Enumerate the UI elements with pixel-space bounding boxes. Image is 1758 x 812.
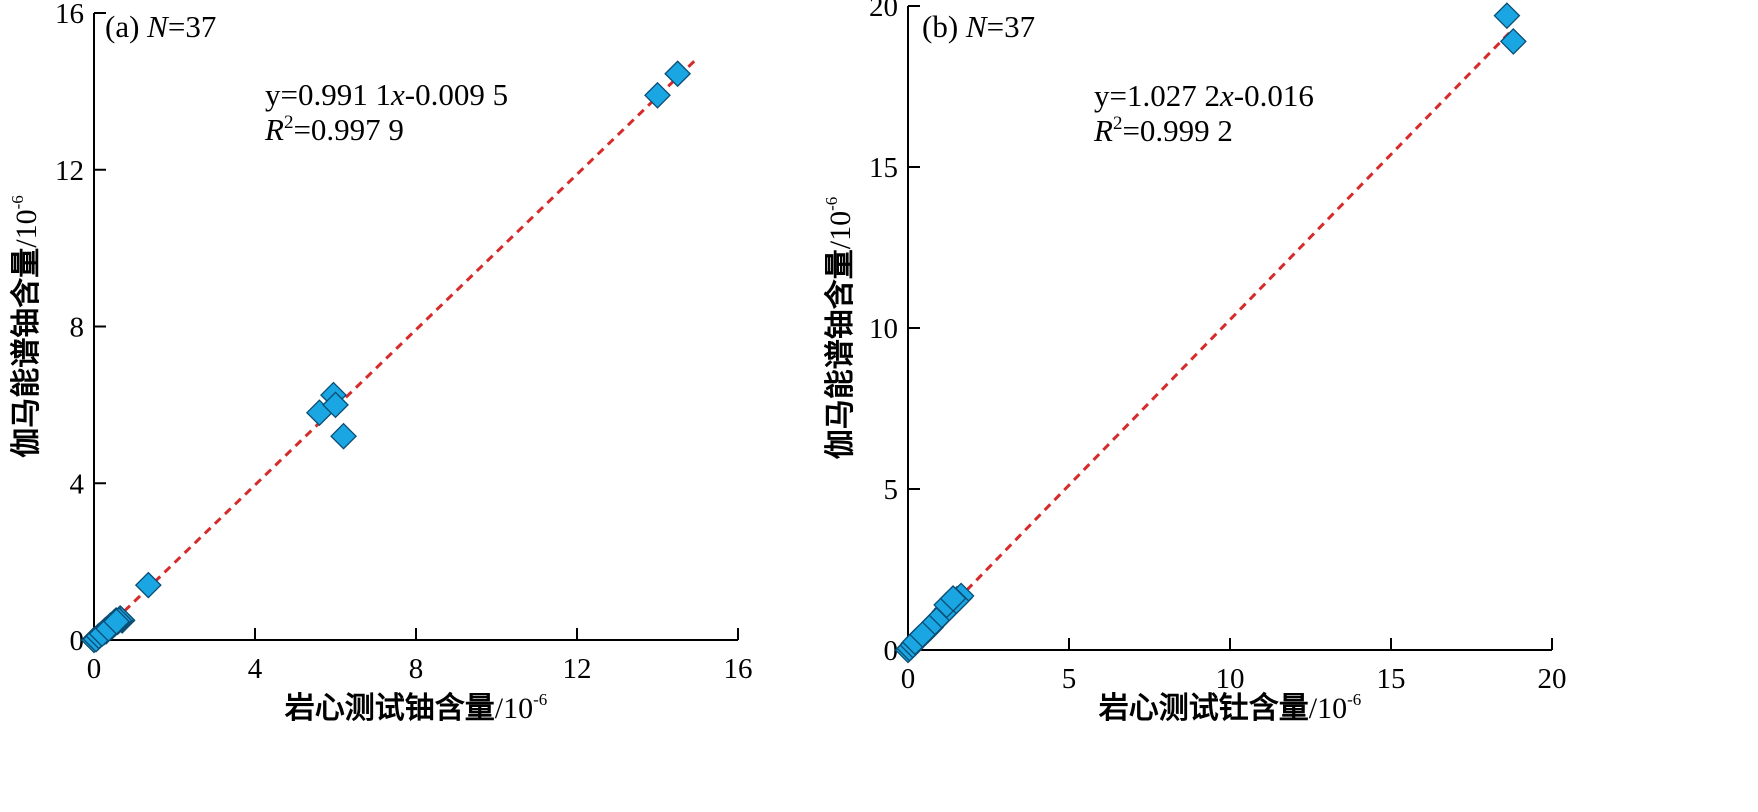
y-tick-label: 12 — [55, 155, 84, 187]
r-value: =0.999 2 — [1122, 113, 1232, 148]
y-tick-label: 5 — [884, 474, 899, 506]
panel-a: 0 4 8 12 16 0 4 8 12 16 (a) N=37 y=0.991 1x-0.009 5… — [8, 0, 753, 725]
x-axis-unit-exp: -6 — [533, 690, 547, 709]
data-point — [939, 585, 967, 612]
r-symbol: R — [264, 112, 284, 147]
n-value: =37 — [987, 9, 1035, 44]
y-axis-unit-exp: -6 — [822, 197, 841, 211]
r-squared: R2=0.999 2 — [1093, 113, 1233, 148]
panel-b: 0 5 10 15 20 0 5 10 15 20 (b) N=37 y=1.027 2x-0.016… — [822, 0, 1567, 725]
y-axis-title: 伽马能谱铀含量 — [9, 248, 43, 458]
x-tick-label: 4 — [248, 653, 263, 685]
eq-part: y=1.027 2 — [1094, 78, 1220, 113]
eq-part: -0.016 — [1234, 78, 1314, 113]
y-tick-label: 15 — [869, 152, 898, 184]
x-axis-unit-exp: -6 — [1347, 690, 1361, 709]
y-tick-label: 20 — [869, 0, 898, 23]
eq-part: -0.009 5 — [405, 77, 508, 112]
x-tick-label: 0 — [901, 663, 916, 695]
eq-part: y=0.991 1 — [265, 77, 391, 112]
x-axis-title: 岩心测试钍含量 — [1099, 691, 1309, 725]
x-axis-unit: /10 — [495, 692, 533, 725]
r-squared: R2=0.997 9 — [264, 112, 404, 147]
panel-id: (a) — [105, 9, 147, 44]
x-tick-label: 0 — [87, 653, 102, 685]
n-value: =37 — [168, 9, 216, 44]
x-tick-label: 8 — [409, 653, 424, 685]
x-tick-label: 20 — [1538, 663, 1567, 695]
data-point — [103, 608, 130, 636]
x-axis-title: 岩心测试铀含量 — [285, 691, 495, 725]
y-axis-label: 伽马能谱铀含量/10-6 — [822, 197, 857, 460]
x-tick-label: 5 — [1062, 663, 1077, 695]
data-point — [1493, 2, 1521, 30]
r-exponent: 2 — [1113, 113, 1123, 134]
fit-equation: y=1.027 2x-0.016 — [1094, 78, 1314, 113]
y-tick-label: 0 — [70, 625, 85, 657]
y-tick-label: 0 — [884, 635, 899, 667]
y-axis-unit: /10 — [10, 209, 43, 247]
data-point — [330, 422, 357, 450]
n-symbol: N — [146, 9, 170, 44]
r-symbol: R — [1093, 113, 1113, 148]
y-tick-label: 16 — [55, 0, 84, 30]
fit-equation: y=0.991 1x-0.009 5 — [265, 77, 508, 112]
eq-var: x — [1219, 78, 1234, 113]
r-exponent: 2 — [284, 112, 294, 133]
panel-label: (a) N=37 — [105, 9, 216, 44]
x-tick-label: 12 — [563, 653, 592, 685]
x-axis-label: 岩心测试铀含量/10-6 — [285, 690, 548, 725]
r-value: =0.997 9 — [293, 112, 403, 147]
x-tick-label: 15 — [1377, 663, 1406, 695]
regression-line — [906, 27, 1515, 652]
y-axis-unit: /10 — [824, 211, 857, 249]
data-point — [322, 391, 349, 419]
y-axis-label: 伽马能谱铀含量/10-6 — [8, 195, 43, 458]
data-point — [1499, 28, 1527, 55]
x-axis-unit: /10 — [1309, 692, 1347, 725]
y-tick-label: 4 — [70, 468, 85, 500]
data-point — [644, 81, 671, 109]
x-tick-label: 10 — [1216, 663, 1245, 695]
y-axis-title: 伽马能谱铀含量 — [823, 249, 857, 459]
x-tick-label: 16 — [724, 653, 753, 685]
panel-label: (b) N=37 — [922, 9, 1035, 44]
x-axis-label: 岩心测试钍含量/10-6 — [1099, 690, 1362, 725]
y-axis-unit-exp: -6 — [8, 195, 27, 209]
data-point — [134, 571, 162, 599]
data-point — [664, 60, 692, 88]
y-tick-label: 10 — [869, 313, 898, 345]
y-tick-label: 8 — [70, 312, 85, 344]
panel-id: (b) — [922, 9, 966, 44]
n-symbol: N — [965, 9, 989, 44]
eq-var: x — [390, 77, 405, 112]
data-point — [909, 621, 936, 648]
